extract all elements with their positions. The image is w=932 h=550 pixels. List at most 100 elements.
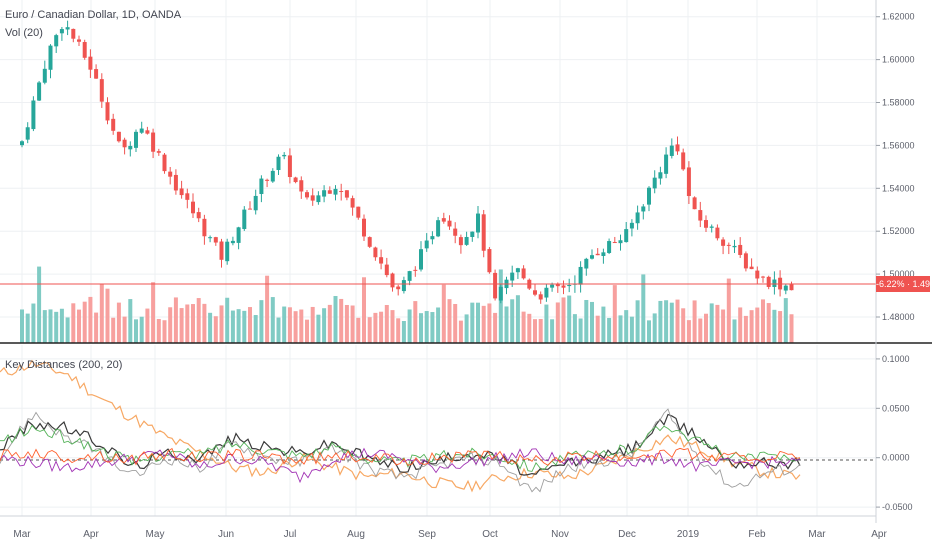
candle-body [755,270,760,279]
candle-body [658,172,663,179]
candle-body [282,154,287,157]
time-tick-label: Apr [871,529,887,540]
candle-body [236,227,241,243]
volume-bar [20,309,24,343]
volume-bar [789,314,794,343]
volume-bar [607,317,612,343]
volume-bar [470,302,475,343]
volume-bar [299,309,304,343]
volume-bar [77,309,81,343]
volume-bar [584,299,589,343]
volume-bar [242,310,247,343]
volume-bar [213,316,218,343]
candle-body [533,290,537,295]
time-tick-label: Jul [284,529,297,540]
price-tick-label: 1.52000 [882,226,915,236]
volume-bar [664,300,669,343]
candle-body [105,102,110,121]
volume-bar [265,275,270,343]
candle-body [191,201,195,214]
volume-bar [778,311,783,343]
volume-bar [481,305,486,343]
volume-bar [168,307,173,343]
candle-body [789,284,794,291]
volume-bar [515,295,520,343]
candle-body [641,206,646,212]
time-axis[interactable]: Mar Apr May Jun Jul Aug Sep Oct Nov Dec 2019 Feb Mar… [13,529,887,540]
volume-bar [721,309,726,343]
candle-body [219,241,224,260]
candle-body [732,245,737,248]
volume-bar [618,315,623,343]
indicator-series-line [0,447,801,466]
candle-body [116,131,121,142]
volume-bar [350,305,355,343]
candle-body [430,236,435,240]
volume-bar [538,318,543,343]
candle-body [401,280,406,292]
volume-bar [578,318,583,343]
volume-bar [356,317,361,343]
volume-bar [544,304,549,343]
candle-body [59,29,64,34]
candle-body [179,188,184,196]
candle-body [407,271,412,281]
candle-body [709,226,714,228]
indicator-axis[interactable]: 0.1000 0.0500 0.0000 -0.0500 [876,354,913,512]
candle-body [647,187,651,205]
volume-bar [447,299,452,343]
volume-bar [65,317,70,343]
volume-bar [322,308,327,343]
volume-bar [487,303,492,343]
volume-bar [504,306,509,343]
price-tick-label: 1.58000 [882,98,915,108]
candle-body [333,188,338,195]
candle-body [265,179,270,181]
candle-body [88,56,93,70]
candle-body [715,227,720,239]
candle-body [173,174,178,191]
volume-bar [134,319,138,343]
candle-body [94,69,99,79]
volume-bar [698,318,703,343]
candle-body [510,272,515,281]
candle-body [624,229,629,243]
volume-bar [419,313,423,343]
candle-body [664,154,669,174]
volume-bar [282,306,287,343]
volume-bar [555,302,560,343]
candle-body [225,241,230,262]
volume-bar [704,313,708,343]
volume-bar [430,312,435,343]
candle-body [37,82,42,101]
candle-body [726,244,731,246]
time-tick-label: 2019 [677,529,700,540]
volume-bar [709,303,714,343]
price-tick-label: 1.48000 [882,312,915,322]
volume-bar [743,315,748,343]
price-axis[interactable]: 1.62000 1.60000 1.58000 1.56000 1.54000 1.520… [876,12,915,322]
candle-body [42,68,47,83]
volume-bar [772,309,777,343]
volume-bar [766,303,771,343]
volume-bar [185,304,190,343]
volume-bar [521,311,526,343]
candle-body [242,209,247,230]
volume-bar [37,266,42,343]
volume-bar [379,311,384,343]
candle-body [128,145,133,150]
candle-body [470,231,475,237]
volume-bar [590,301,594,343]
candle-body [515,268,520,273]
candle-body [276,156,281,171]
volume-bar [493,312,498,343]
volume-bar [373,312,378,343]
volume-bar [248,307,252,343]
candle-body [493,272,498,299]
volume-bar [94,312,99,343]
indicator-series-line [0,424,801,472]
volume-bar [48,309,53,343]
candle-body [196,212,201,219]
price-tick-label: 1.54000 [882,183,915,193]
